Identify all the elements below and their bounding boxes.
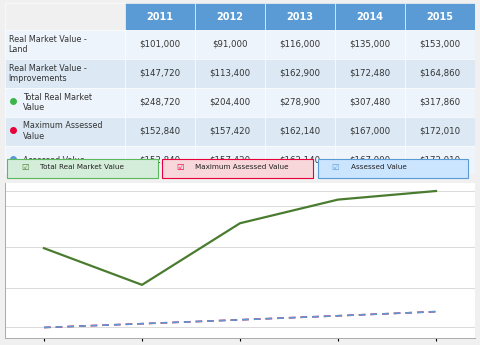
Text: $162,140: $162,140: [279, 156, 321, 165]
Text: $172,480: $172,480: [349, 69, 391, 78]
Text: $248,720: $248,720: [139, 98, 180, 107]
Bar: [265, 146, 335, 175]
Text: 2014: 2014: [357, 12, 384, 22]
Text: Assessed Value: Assessed Value: [350, 164, 407, 170]
Bar: [195, 3, 265, 30]
Bar: [125, 88, 195, 117]
Bar: [195, 88, 265, 117]
Text: Assessed Value: Assessed Value: [23, 156, 84, 165]
Text: $172,010: $172,010: [420, 127, 461, 136]
Bar: [5, 59, 125, 88]
Text: Maximum Assessed Value: Maximum Assessed Value: [195, 164, 289, 170]
Bar: [335, 3, 405, 30]
Bar: [335, 117, 405, 146]
Text: $317,860: $317,860: [420, 98, 461, 107]
Bar: [125, 59, 195, 88]
Bar: [405, 3, 475, 30]
Bar: [195, 146, 265, 175]
Text: $204,400: $204,400: [209, 98, 251, 107]
Bar: [265, 59, 335, 88]
Bar: [5, 30, 125, 59]
Text: $152,840: $152,840: [139, 156, 180, 165]
Bar: [5, 117, 125, 146]
Bar: [405, 59, 475, 88]
Text: 2013: 2013: [287, 12, 313, 22]
Text: $153,000: $153,000: [420, 40, 461, 49]
Bar: [5, 3, 125, 30]
Text: $152,840: $152,840: [139, 127, 180, 136]
Bar: [125, 146, 195, 175]
Bar: [405, 117, 475, 146]
Text: $167,000: $167,000: [349, 156, 391, 165]
Text: ☑: ☑: [21, 162, 29, 171]
Bar: [195, 117, 265, 146]
Bar: [125, 3, 195, 30]
Text: $113,400: $113,400: [209, 69, 251, 78]
Bar: [125, 30, 195, 59]
Text: ☑: ☑: [177, 162, 184, 171]
Text: Real Market Value -
Improvements: Real Market Value - Improvements: [9, 63, 86, 83]
Bar: [5, 88, 125, 117]
Text: $164,860: $164,860: [420, 69, 461, 78]
Text: Total Real Market
Value: Total Real Market Value: [23, 92, 92, 112]
Text: $172,010: $172,010: [420, 156, 461, 165]
Bar: [265, 117, 335, 146]
Text: $147,720: $147,720: [139, 69, 180, 78]
Text: 2012: 2012: [216, 12, 243, 22]
Text: $101,000: $101,000: [139, 40, 180, 49]
Text: Maximum Assessed
Value: Maximum Assessed Value: [23, 121, 102, 141]
FancyBboxPatch shape: [318, 159, 468, 178]
Bar: [335, 146, 405, 175]
FancyBboxPatch shape: [162, 159, 313, 178]
FancyBboxPatch shape: [7, 159, 157, 178]
Bar: [265, 3, 335, 30]
Bar: [125, 117, 195, 146]
Text: $91,000: $91,000: [212, 40, 248, 49]
Text: 2015: 2015: [427, 12, 454, 22]
Text: $135,000: $135,000: [349, 40, 391, 49]
Text: Total Real Market Value: Total Real Market Value: [40, 164, 124, 170]
Bar: [265, 88, 335, 117]
Bar: [5, 146, 125, 175]
Bar: [335, 88, 405, 117]
Text: $157,420: $157,420: [209, 156, 251, 165]
Bar: [405, 88, 475, 117]
Bar: [195, 30, 265, 59]
Text: ☑: ☑: [332, 162, 339, 171]
Text: $278,900: $278,900: [279, 98, 321, 107]
Bar: [265, 30, 335, 59]
Text: $162,140: $162,140: [279, 127, 321, 136]
Bar: [405, 30, 475, 59]
Bar: [405, 146, 475, 175]
Text: $167,000: $167,000: [349, 127, 391, 136]
Text: $157,420: $157,420: [209, 127, 251, 136]
Bar: [335, 30, 405, 59]
Text: Real Market Value -
Land: Real Market Value - Land: [9, 35, 86, 54]
Bar: [195, 59, 265, 88]
Text: $162,900: $162,900: [279, 69, 321, 78]
Bar: [335, 59, 405, 88]
Text: $307,480: $307,480: [349, 98, 391, 107]
Text: $116,000: $116,000: [279, 40, 321, 49]
Text: 2011: 2011: [146, 12, 173, 22]
